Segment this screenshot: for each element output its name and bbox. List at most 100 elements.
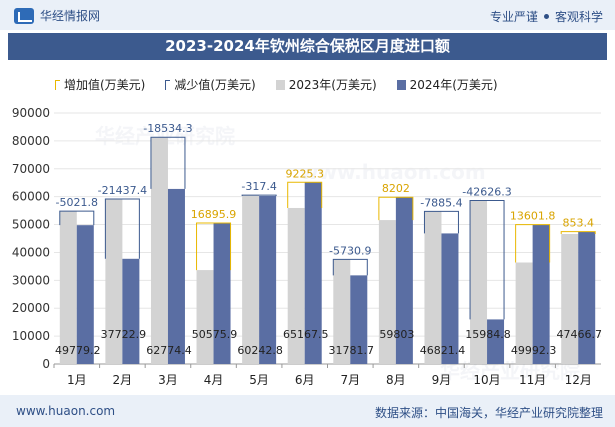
bar-2024 (122, 258, 140, 364)
value-label-2024: 47466.7 (556, 328, 602, 341)
x-tick-label: 9月 (432, 373, 452, 387)
bar-2023 (196, 270, 214, 364)
x-tick-label: 8月 (386, 373, 406, 387)
increase-swatch-icon (55, 79, 60, 90)
bar-2023 (105, 199, 123, 364)
x-tick-label: 5月 (249, 373, 269, 387)
y-tick-label: 10000 (12, 329, 50, 343)
bar-2023 (561, 234, 579, 364)
y-tick-label: 60000 (12, 190, 50, 204)
value-label-2024: 60242.8 (237, 344, 283, 357)
change-label: -5021.8 (56, 196, 98, 209)
brand[interactable]: 华经情报网 (14, 7, 100, 24)
legend-label-2023: 2023年(万美元) (288, 78, 377, 92)
legend-item-2024[interactable]: 2024年(万美元) (396, 76, 498, 93)
footer-source: 数据来源：中国海关，华经产业研究院整理 (374, 406, 603, 420)
change-label: -42626.3 (462, 186, 511, 199)
value-label-2024: 65167.5 (283, 328, 329, 341)
bar-2024 (578, 231, 596, 364)
bar-2024 (213, 222, 231, 364)
value-label-2024: 59803 (379, 328, 414, 341)
decrease-bracket (150, 136, 186, 189)
x-tick-label: 11月 (519, 373, 546, 387)
slogan: 专业严谨 客观科学 (490, 8, 603, 25)
bar-2023 (333, 259, 351, 364)
x-tick-label: 12月 (565, 373, 592, 387)
footer: www.huaon.com 数据来源：中国海关，华经产业研究院整理 (0, 395, 615, 427)
change-label: 853.4 (562, 217, 594, 230)
change-label: 9225.3 (285, 167, 324, 180)
decrease-bracket (469, 200, 505, 320)
x-tick-label: 1月 (67, 373, 87, 387)
legend-item-decrease[interactable]: 减少值(万美元) (165, 76, 256, 93)
bar-2024 (167, 188, 185, 364)
change-label: -5730.9 (329, 244, 371, 257)
legend-label-decrease: 减少值(万美元) (174, 78, 256, 92)
change-label: -317.4 (241, 180, 276, 193)
y-tick-label: 90000 (12, 106, 50, 120)
x-tick-label: 3月 (158, 373, 178, 387)
bar-2023 (150, 137, 168, 364)
bar-2023 (470, 200, 488, 364)
x-tick-label: 4月 (204, 373, 224, 387)
bar-2024 (395, 197, 413, 364)
y-tick-label: 30000 (12, 273, 50, 287)
value-label-2024: 62774.4 (146, 344, 192, 357)
legend-item-increase[interactable]: 增加值(万美元) (55, 76, 145, 93)
value-label-2024: 15984.8 (465, 328, 511, 341)
decrease-bracket (104, 198, 140, 259)
value-label-2024: 37722.9 (101, 328, 147, 341)
x-tick-label: 10月 (473, 373, 500, 387)
y-tick-label: 80000 (12, 134, 50, 148)
footer-website[interactable]: www.huaon.com (16, 404, 116, 418)
change-label: -7885.4 (420, 196, 462, 209)
bar-2024 (76, 225, 94, 364)
bar-2024 (532, 224, 550, 364)
brand-name: 华经情报网 (40, 9, 101, 23)
x-tick-label: 2月 (113, 373, 133, 387)
bar-2024 (304, 182, 322, 364)
series-2024-swatch-icon (396, 79, 406, 90)
bar-2023 (378, 220, 396, 364)
y-tick-label: 20000 (12, 301, 50, 315)
x-tick-label: 6月 (295, 373, 315, 387)
slogan-left: 专业严谨 (489, 10, 538, 24)
bullet-dot-icon (543, 14, 549, 19)
bar-2024 (487, 319, 505, 364)
increase-bracket (378, 196, 414, 221)
bar-chart: 0 10000 20000 30000 40000 50000 60000 70000 8000… (12, 106, 602, 387)
y-tick-label: 50000 (12, 218, 50, 232)
change-label: -18534.3 (143, 122, 192, 135)
y-tick-label: 40000 (12, 245, 50, 259)
bar-2023 (424, 211, 442, 364)
y-tick-label: 70000 (12, 162, 50, 176)
legend-label-2024: 2024年(万美元) (409, 78, 498, 92)
value-label-2024: 49779.2 (55, 344, 101, 357)
bar-2023 (59, 211, 77, 364)
slogan-right: 客观科学 (554, 10, 603, 24)
y-tick-label: 0 (42, 357, 50, 371)
decrease-swatch-icon (165, 79, 171, 90)
bar-2024 (259, 195, 277, 364)
bar-2023 (515, 262, 533, 364)
increase-bracket (515, 224, 551, 263)
legend-item-2023[interactable]: 2023年(万美元) (275, 76, 377, 93)
chart-title: 2023-2024年钦州综合保税区月度进口额 (8, 33, 607, 60)
change-label: 8202 (382, 182, 410, 195)
bar-2024 (441, 233, 459, 364)
change-label: 13601.8 (510, 210, 556, 223)
bar-2023 (242, 195, 260, 364)
decrease-bracket (423, 210, 459, 234)
change-label: -21437.4 (98, 184, 147, 197)
chart-legend: 增加值(万美元) 减少值(万美元) 2023年(万美元) 2024年(万美元) (55, 76, 498, 93)
bar-2024 (350, 275, 368, 364)
x-tick-label: 7月 (340, 373, 360, 387)
legend-label-increase: 增加值(万美元) (64, 78, 146, 92)
change-label: 16895.9 (191, 208, 237, 221)
value-label-2024: 50575.9 (192, 328, 238, 341)
value-label-2024: 31781.7 (329, 344, 375, 357)
top-bar: 华经情报网 专业严谨 客观科学 (0, 0, 615, 30)
series-2023-swatch-icon (275, 79, 285, 90)
decrease-bracket (241, 194, 277, 196)
increase-bracket (196, 222, 232, 271)
